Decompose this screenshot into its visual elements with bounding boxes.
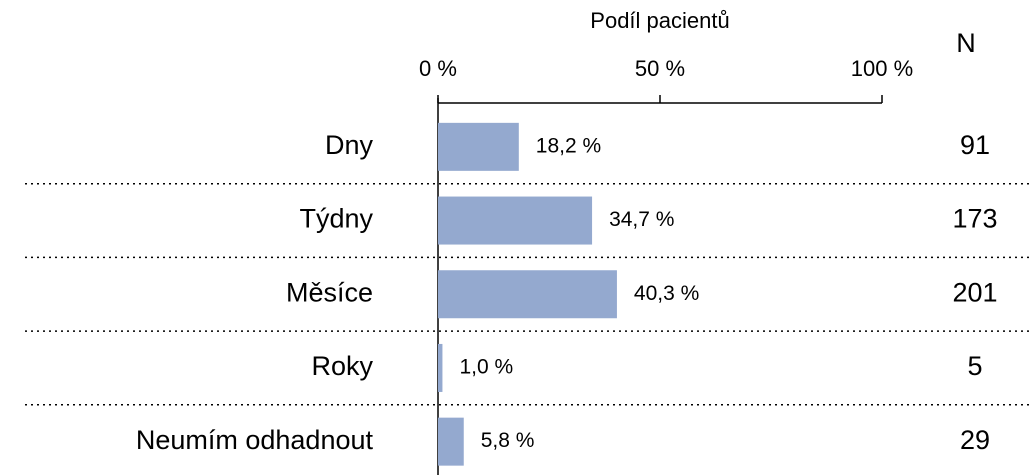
n-header: N	[956, 28, 976, 58]
category-label: Měsíce	[286, 277, 373, 307]
bar	[438, 417, 464, 466]
value-label: 18,2 %	[536, 134, 601, 157]
n-value: 5	[967, 351, 982, 381]
n-value: 91	[960, 130, 990, 160]
x-tick-label: 0 %	[419, 56, 457, 81]
category-label: Neumím odhadnout	[136, 425, 374, 455]
n-value: 173	[952, 204, 997, 234]
axis-title: Podíl pacientů	[590, 8, 729, 33]
value-label: 1,0 %	[459, 355, 513, 378]
category-label: Roky	[311, 351, 373, 381]
bar	[438, 196, 593, 245]
n-value: 29	[960, 425, 990, 455]
bar	[438, 122, 519, 171]
x-tick-label: 100 %	[851, 56, 913, 81]
value-label: 34,7 %	[609, 208, 674, 231]
x-tick-label: 50 %	[635, 56, 685, 81]
category-label: Týdny	[299, 204, 373, 234]
bar	[438, 343, 443, 392]
value-label: 5,8 %	[481, 429, 535, 452]
n-value: 201	[952, 277, 997, 307]
bar	[438, 270, 617, 319]
category-label: Dny	[325, 130, 374, 160]
value-label: 40,3 %	[634, 282, 699, 305]
